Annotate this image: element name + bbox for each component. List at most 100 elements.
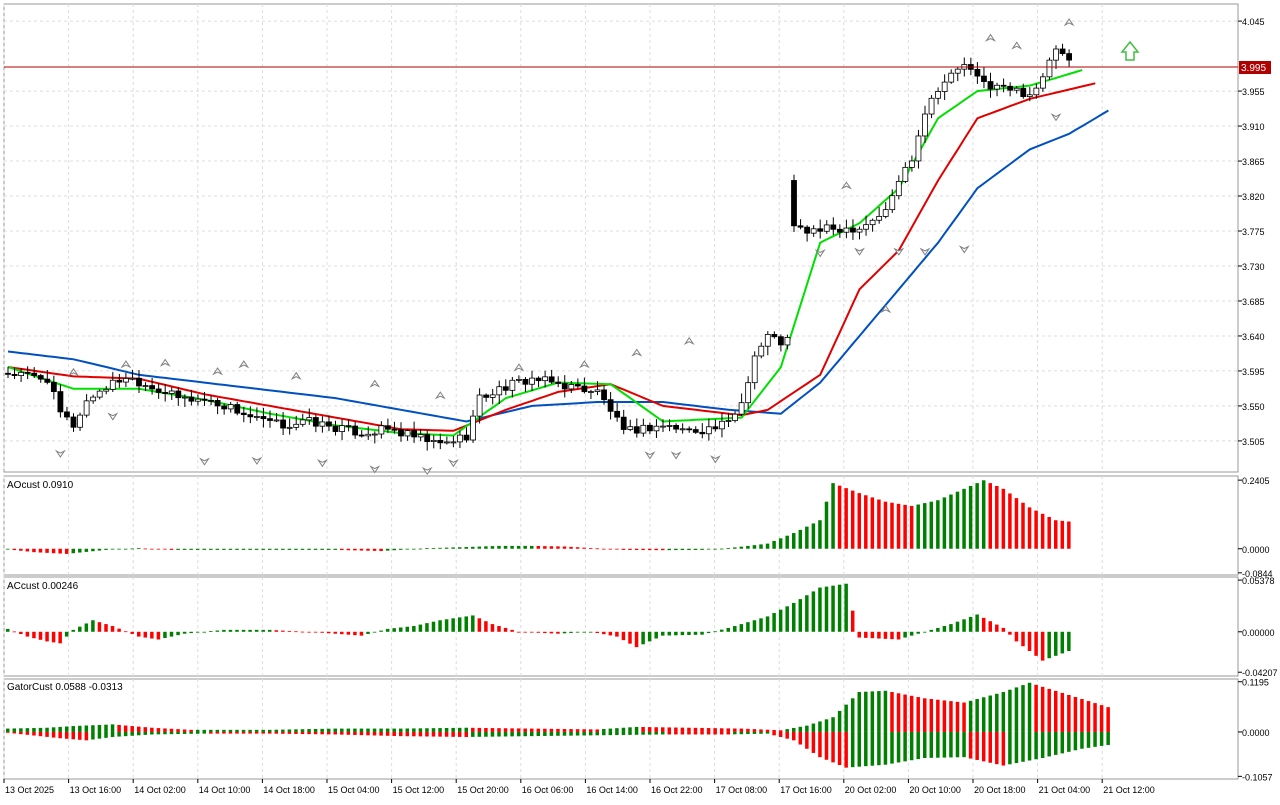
gator-lower-bar	[1060, 731, 1065, 754]
candle-body	[437, 439, 444, 444]
gator-lower-bar	[25, 731, 30, 735]
ac-panel[interactable]: ACcust 0.00246 0.05378 0.00000 -0.04207	[3, 576, 1278, 678]
histogram-bar	[818, 520, 822, 549]
gator-lower-bar	[464, 731, 468, 737]
gator-upper-bar	[837, 710, 842, 732]
gator-upper-bar	[955, 701, 960, 732]
candle-body	[37, 375, 44, 380]
gator-lower-bar	[798, 731, 803, 745]
histogram-bar	[844, 583, 848, 632]
gator-upper-bar	[595, 729, 599, 732]
candle-body	[319, 421, 326, 427]
candle-body	[542, 376, 548, 382]
candle-body	[1059, 48, 1066, 54]
histogram-bar	[150, 548, 154, 550]
histogram-bar	[209, 631, 213, 632]
gator-upper-bar	[562, 729, 567, 732]
histogram-bar	[962, 619, 966, 632]
histogram-bar	[438, 620, 442, 632]
gator-upper-bar	[981, 697, 986, 732]
ao-panel[interactable]: AOcust 0.0910 0.2405 0.0000 -0.0844	[3, 475, 1273, 579]
histogram-bar	[641, 548, 645, 551]
gator-upper-bar	[647, 727, 652, 732]
gator-lower-bar	[1040, 731, 1045, 758]
gator-upper-bar	[890, 692, 894, 732]
gator-upper-bar	[32, 728, 36, 732]
gator-upper-bar	[713, 728, 717, 732]
gator-upper-bar	[792, 727, 796, 732]
histogram-bar	[385, 548, 390, 551]
histogram-bar	[693, 548, 698, 550]
histogram-bar	[896, 631, 901, 640]
gator-upper-bar	[91, 725, 95, 732]
candle-body	[588, 391, 594, 393]
histogram-bar	[981, 480, 986, 549]
gator-lower-bar	[759, 731, 763, 734]
histogram-bar	[6, 628, 10, 632]
gator-upper-bar	[1080, 699, 1084, 732]
histogram-bar	[687, 548, 691, 550]
histogram-bar	[248, 548, 252, 550]
gator-lower-bar	[968, 731, 973, 759]
histogram-bar	[877, 499, 881, 549]
candle-body	[149, 385, 156, 390]
candle-body	[116, 379, 123, 383]
histogram-bar	[883, 631, 888, 639]
current-price-tag: 3.995	[1239, 61, 1271, 74]
gator-histogram	[6, 682, 1110, 768]
histogram-bar	[569, 631, 573, 633]
gator-upper-bar	[58, 726, 62, 732]
histogram-bar	[949, 494, 953, 549]
histogram-bar	[84, 548, 89, 552]
histogram-bar	[471, 546, 475, 549]
candle-body	[253, 416, 260, 418]
gator-upper-bar	[110, 724, 115, 732]
histogram-bar	[1001, 488, 1006, 549]
histogram-bar	[38, 631, 43, 640]
histogram-bar	[38, 548, 43, 553]
candle-body	[496, 386, 503, 396]
fractal-up-arrow	[578, 360, 590, 369]
gator-panel-frame	[3, 678, 1239, 780]
gator-lower-bar	[909, 731, 914, 761]
gator-lower-bar	[195, 731, 200, 734]
histogram-bar	[1060, 520, 1065, 549]
time-axis-label: 14 Oct 02:00	[134, 785, 186, 795]
gator-upper-bar	[949, 701, 953, 732]
candle-body	[981, 75, 987, 82]
gator-lower-bar	[438, 731, 442, 737]
gator-upper-bar	[78, 725, 82, 732]
gator-upper-bar	[719, 728, 724, 732]
price-panel[interactable]: 4.045 3.955 3.910 3.865 3.820 3.775 3.730 3.685…	[3, 3, 1271, 476]
candle-body	[620, 416, 627, 430]
histogram-bar	[137, 631, 141, 637]
gator-lower-bar	[78, 731, 82, 740]
gator-upper-bar	[602, 729, 606, 732]
candle-body	[692, 429, 699, 433]
candle-body	[483, 394, 490, 398]
gator-lower-bar	[6, 731, 10, 733]
histogram-bar	[1001, 627, 1006, 632]
histogram-bar	[1047, 631, 1051, 659]
gator-upper-bar	[1047, 688, 1051, 732]
histogram-bar	[32, 631, 36, 639]
gator-lower-bar	[575, 731, 580, 736]
gator-upper-bar	[1054, 690, 1058, 732]
histogram-bar	[752, 545, 757, 549]
candle-body	[443, 441, 450, 444]
gator-lower-bar	[51, 731, 56, 738]
gator-lower-bar	[477, 731, 482, 737]
gator-upper-bar	[582, 729, 586, 732]
histogram-bar	[117, 548, 121, 550]
fractal-down-arrow	[1050, 113, 1062, 122]
gator-panel[interactable]: GatorCust 0.0588 -0.0313 0.1195 0.0000 -0.…	[3, 678, 1273, 783]
histogram-bar	[523, 631, 527, 633]
histogram-bar	[19, 548, 23, 551]
ac-panel-frame	[3, 576, 1239, 677]
fractal-up-arrow	[212, 367, 224, 376]
candle-body	[175, 390, 182, 399]
histogram-bar	[484, 621, 488, 632]
histogram-bar	[477, 546, 482, 549]
